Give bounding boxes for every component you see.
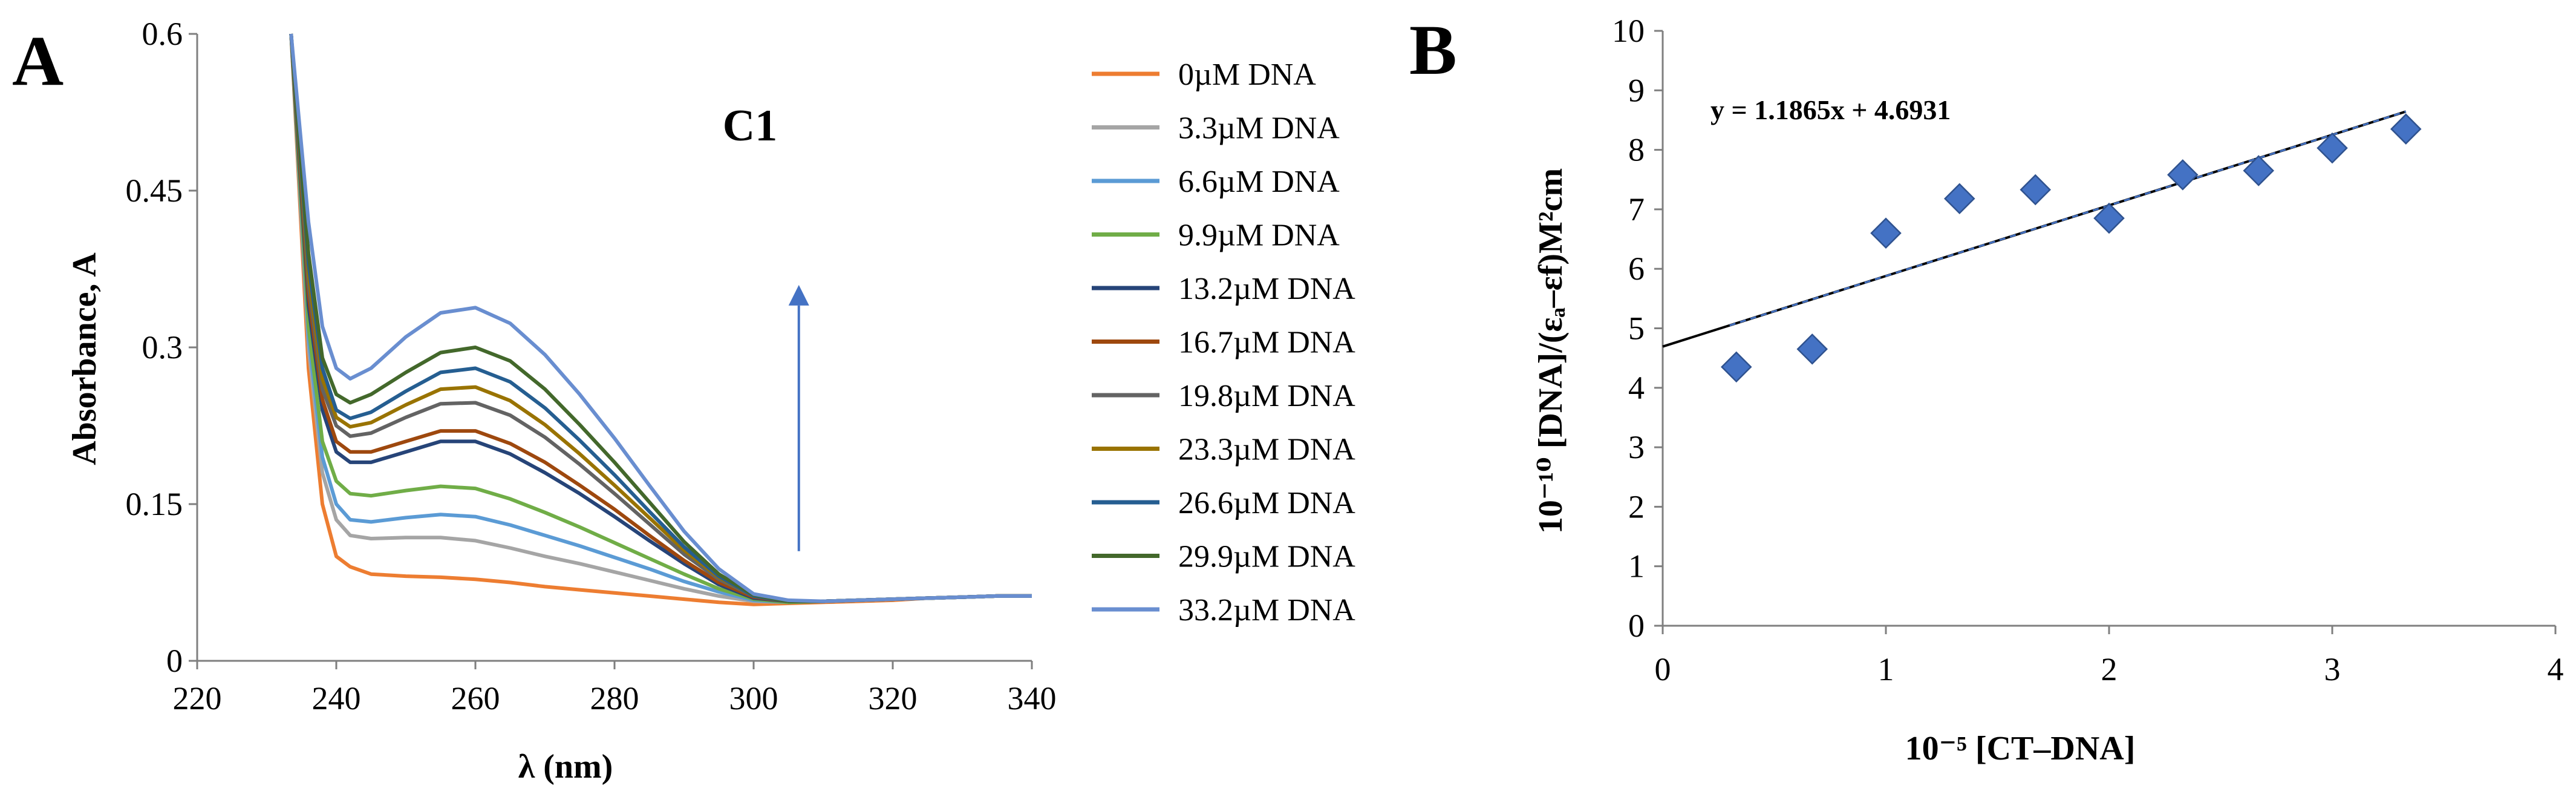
panel-b-x-tick-label: 1: [1878, 651, 1894, 687]
legend-entry-2: 6.6µM DNA: [1178, 165, 1340, 199]
data-point-4: [2020, 174, 2051, 206]
data-point-6: [2167, 159, 2199, 191]
panel-b-axes: 0 1 2 3 4 5 6 7 8 9 10 0 1 2 3 4: [1612, 13, 2564, 687]
data-point-1: [1796, 333, 1828, 365]
panel-b-x-tick-label: 2: [2101, 651, 2118, 687]
panel-a-x-tick-label: 320: [869, 680, 918, 717]
panel-b-x-axis-label: 10⁻⁵ [CT–DNA]: [1905, 730, 2136, 767]
panel-a-x-tick-label: 280: [590, 680, 639, 717]
panel-a-x-tick-label: 240: [312, 680, 361, 717]
panel-a-label: A: [12, 21, 64, 100]
data-point-0: [1721, 351, 1752, 383]
panel-b-y-tick-label: 8: [1628, 132, 1645, 168]
panel-a-x-tick-label: 220: [173, 680, 222, 717]
panel-b-y-tick-label: 2: [1628, 488, 1645, 525]
legend-entry-0: 0µM DNA: [1178, 57, 1316, 92]
panel-b-points-group: [1721, 113, 2422, 383]
panel-b-y-axis-label: 10⁻¹⁰ [DNA]/(εₐ–εf)M²cm: [1532, 168, 1570, 534]
arrow-head: [788, 284, 809, 306]
panel-b-y-tick-label: 7: [1628, 191, 1645, 228]
panel-a-x-axis-label: λ (nm): [518, 748, 613, 786]
legend-entry-8: 26.6µM DNA: [1178, 486, 1355, 520]
panel-a-legend: 0µM DNA 3.3µM DNA 6.6µM DNA 9.9µM DNA 13.2µM…: [1092, 57, 1355, 628]
panel-b-y-tick-label: 0: [1628, 608, 1645, 644]
trendline-dotted: [1729, 110, 2407, 327]
panel-a-y-tick-label: 0: [166, 643, 183, 679]
panel-a-y-tick-label: 0.3: [142, 329, 183, 366]
legend-entry-9: 29.9µM DNA: [1178, 540, 1355, 574]
panel-a-y-axis-label: Absorbance, A: [66, 252, 103, 465]
panel-b-trendline-group: [1662, 110, 2407, 348]
legend-entry-3: 9.9µM DNA: [1178, 218, 1340, 253]
hyperchromism-arrow: [788, 284, 809, 551]
series-line-10: [289, 33, 1032, 603]
panel-b-y-tick-label: 3: [1628, 429, 1645, 465]
panel-b-y-tick-label: 4: [1628, 370, 1645, 406]
panel-a-y-tick-label: 0.15: [126, 486, 183, 522]
data-point-9: [2390, 113, 2422, 145]
panel-a-chart: A 0 0.15 0.3 0.45 0.6 220 240 260 280 300 320 340 C…: [12, 16, 1355, 786]
panel-a-axes: 0 0.15 0.3 0.45 0.6 220 240 260 280 300 320 340: [126, 16, 1057, 717]
data-point-3: [1944, 183, 1975, 214]
panel-b-y-tick-label: 1: [1628, 548, 1645, 585]
panel-a-x-tick-label: 300: [729, 680, 778, 717]
panel-b-y-tick-label: 5: [1628, 310, 1645, 347]
legend-entry-5: 16.7µM DNA: [1178, 326, 1355, 360]
panel-a-title: C1: [723, 101, 777, 151]
panel-a-x-tick-label: 260: [451, 680, 500, 717]
panel-b-y-tick-label: 10: [1612, 13, 1645, 49]
legend-entry-6: 19.8µM DNA: [1178, 379, 1355, 413]
panel-a-series-group: [289, 33, 1032, 606]
panel-a-y-tick-label: 0.45: [126, 172, 183, 209]
panel-b-x-tick-label: 4: [2548, 651, 2564, 687]
panel-a-y-tick-label: 0.6: [142, 16, 183, 52]
panel-b-y-tick-label: 6: [1628, 251, 1645, 287]
legend-entry-7: 23.3µM DNA: [1178, 433, 1355, 467]
panel-a-x-tick-label: 340: [1008, 680, 1057, 717]
panel-b-x-tick-label: 0: [1655, 651, 1671, 687]
panel-b-label: B: [1409, 10, 1457, 90]
legend-entry-10: 33.2µM DNA: [1178, 593, 1355, 628]
data-point-5: [2093, 202, 2125, 234]
trendline-equation: y = 1.1865x + 4.6931: [1710, 94, 1951, 125]
panel-b-y-tick-label: 9: [1628, 72, 1645, 108]
panel-b-x-tick-label: 3: [2324, 651, 2341, 687]
legend-entry-1: 3.3µM DNA: [1178, 111, 1340, 146]
legend-entry-4: 13.2µM DNA: [1178, 272, 1355, 306]
panel-b-chart: B 0 1 2 3 4 5 6 7 8 9 10 0 1 2 3 4 y = 1.1865x + 4.6931…: [1409, 10, 2564, 767]
data-point-7: [2243, 155, 2274, 186]
data-point-8: [2317, 132, 2348, 164]
data-point-2: [1870, 217, 1902, 249]
